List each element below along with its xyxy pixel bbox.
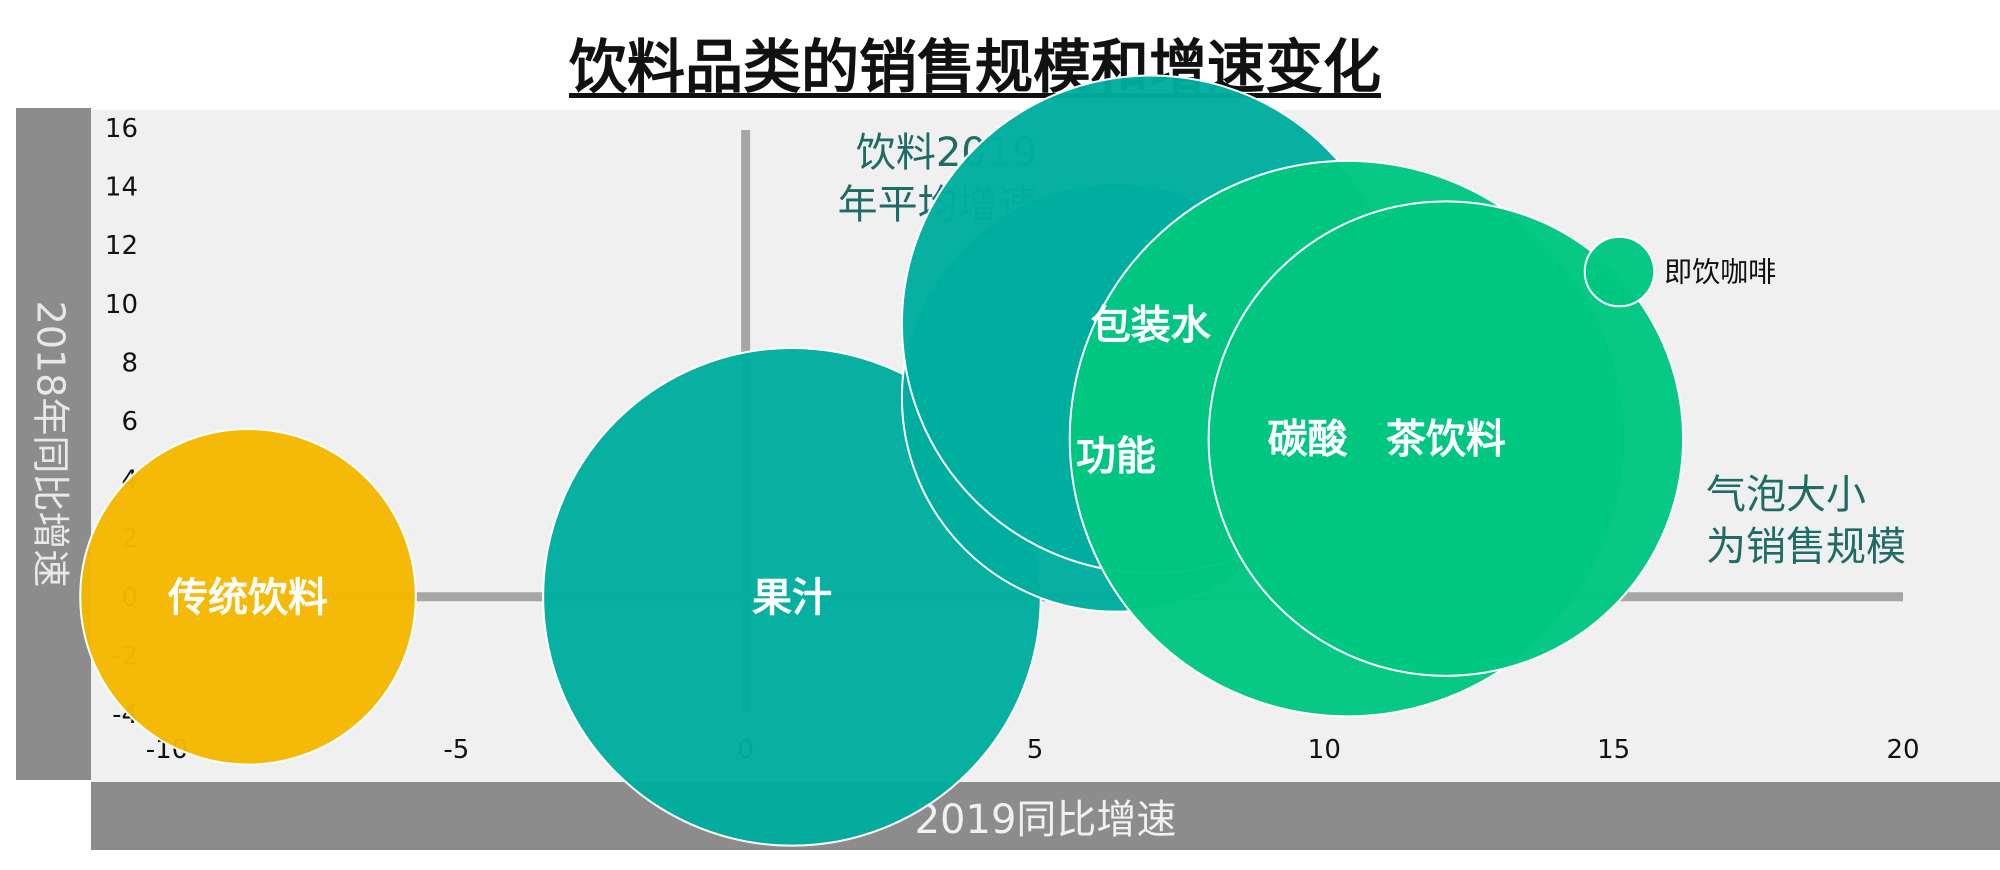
x-axis-title-bar: 2019同比增速 (91, 782, 2000, 850)
y-tick-label: 10 (105, 290, 138, 320)
bubble-label: 碳酸 (1267, 417, 1348, 463)
bubble-label: 即饮咖啡 (1664, 256, 1776, 289)
x-axis-title: 2019同比增速 (914, 797, 1177, 843)
x-tick-label: 10 (1308, 735, 1341, 765)
x-tick-label: 20 (1886, 735, 1919, 765)
size-annotation: 为销售规模 (1706, 524, 1906, 570)
bubble-label: 包装水 (1091, 302, 1212, 348)
bubble-label: 果汁 (752, 575, 832, 621)
size-annotation: 气泡大小 (1706, 472, 1866, 518)
y-tick-label: 12 (105, 231, 138, 261)
bubble-label: 功能 (1076, 434, 1156, 480)
y-tick-label: 14 (105, 173, 138, 203)
x-tick-label: 15 (1597, 735, 1630, 765)
bubble-label: 茶饮料 (1386, 417, 1506, 463)
x-tick-label: 5 (1027, 735, 1044, 765)
y-tick-label: 8 (121, 348, 138, 378)
y-tick-label: 6 (121, 407, 138, 437)
bubble-茶饮料 (1207, 200, 1685, 677)
bubble-传统饮料 (79, 427, 417, 766)
bubble-即饮咖啡 (1583, 235, 1656, 308)
x-tick-label: -5 (443, 735, 469, 765)
y-tick-label: 16 (105, 114, 138, 144)
bubble-label: 传统饮料 (167, 575, 328, 621)
chart-title: 饮料品类的销售规模和增速变化 (568, 33, 1381, 101)
y-axis-title-bar (16, 108, 91, 780)
